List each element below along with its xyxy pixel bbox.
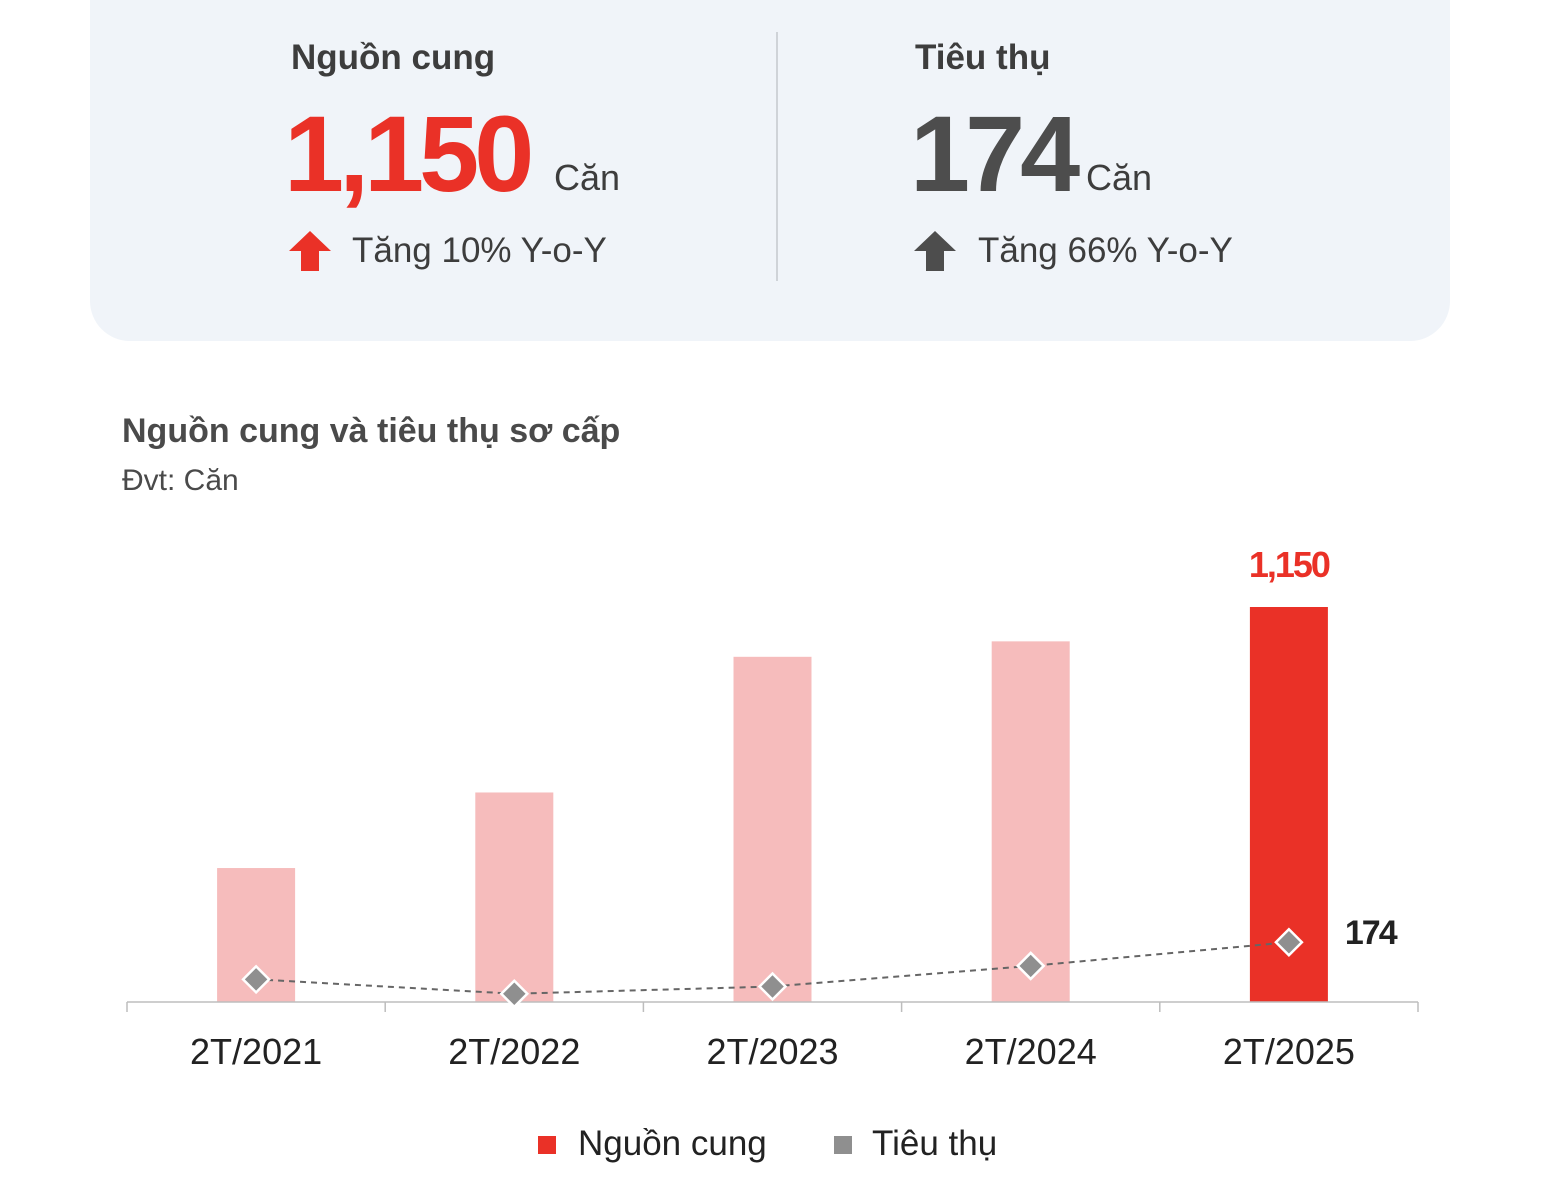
supply-label: Nguồn cung xyxy=(291,38,496,77)
bar-2T/2023 xyxy=(733,656,812,1002)
absorption-value: 174 xyxy=(910,93,1080,214)
arrow-up-icon xyxy=(289,231,331,271)
x-tick-label: 2T/2021 xyxy=(190,1031,322,1072)
bar-2T/2024 xyxy=(991,641,1070,1002)
legend-swatch-supply xyxy=(538,1136,556,1154)
bar-2T/2022 xyxy=(475,792,554,1002)
supply-change: Tăng 10% Y-o-Y xyxy=(352,231,607,270)
legend-swatch-absorption xyxy=(834,1136,852,1154)
line-data-label: 174 xyxy=(1345,914,1398,952)
line-marker-2T/2022 xyxy=(499,978,530,1009)
supply-unit: Căn xyxy=(554,157,621,198)
summary-divider xyxy=(776,32,778,281)
line-tieu-thu xyxy=(256,941,1289,995)
line-marker-2T/2023 xyxy=(757,971,788,1002)
x-tick-label: 2T/2024 xyxy=(965,1031,1097,1072)
legend-label-supply: Nguồn cung xyxy=(578,1124,767,1163)
x-tick-label: 2T/2022 xyxy=(448,1031,580,1072)
absorption-change: Tăng 66% Y-o-Y xyxy=(978,231,1233,270)
x-tick-label: 2T/2023 xyxy=(706,1031,838,1072)
x-tick-label: 2T/2025 xyxy=(1223,1031,1355,1072)
chart-title: Nguồn cung và tiêu thụ sơ cấp xyxy=(122,412,621,450)
chart-unit: Đvt: Căn xyxy=(122,464,239,497)
supply-value: 1,150 xyxy=(284,93,534,214)
line-marker-2T/2025 xyxy=(1274,927,1304,958)
bar-data-label: 1,150 xyxy=(1249,544,1330,585)
arrow-up-icon xyxy=(914,231,956,271)
legend-label-absorption: Tiêu thụ xyxy=(872,1124,998,1163)
absorption-unit: Căn xyxy=(1086,157,1153,198)
absorption-label: Tiêu thụ xyxy=(915,38,1051,77)
line-marker-2T/2024 xyxy=(1015,951,1046,981)
summary-panel xyxy=(90,0,1450,341)
line-marker-2T/2021 xyxy=(241,964,271,995)
